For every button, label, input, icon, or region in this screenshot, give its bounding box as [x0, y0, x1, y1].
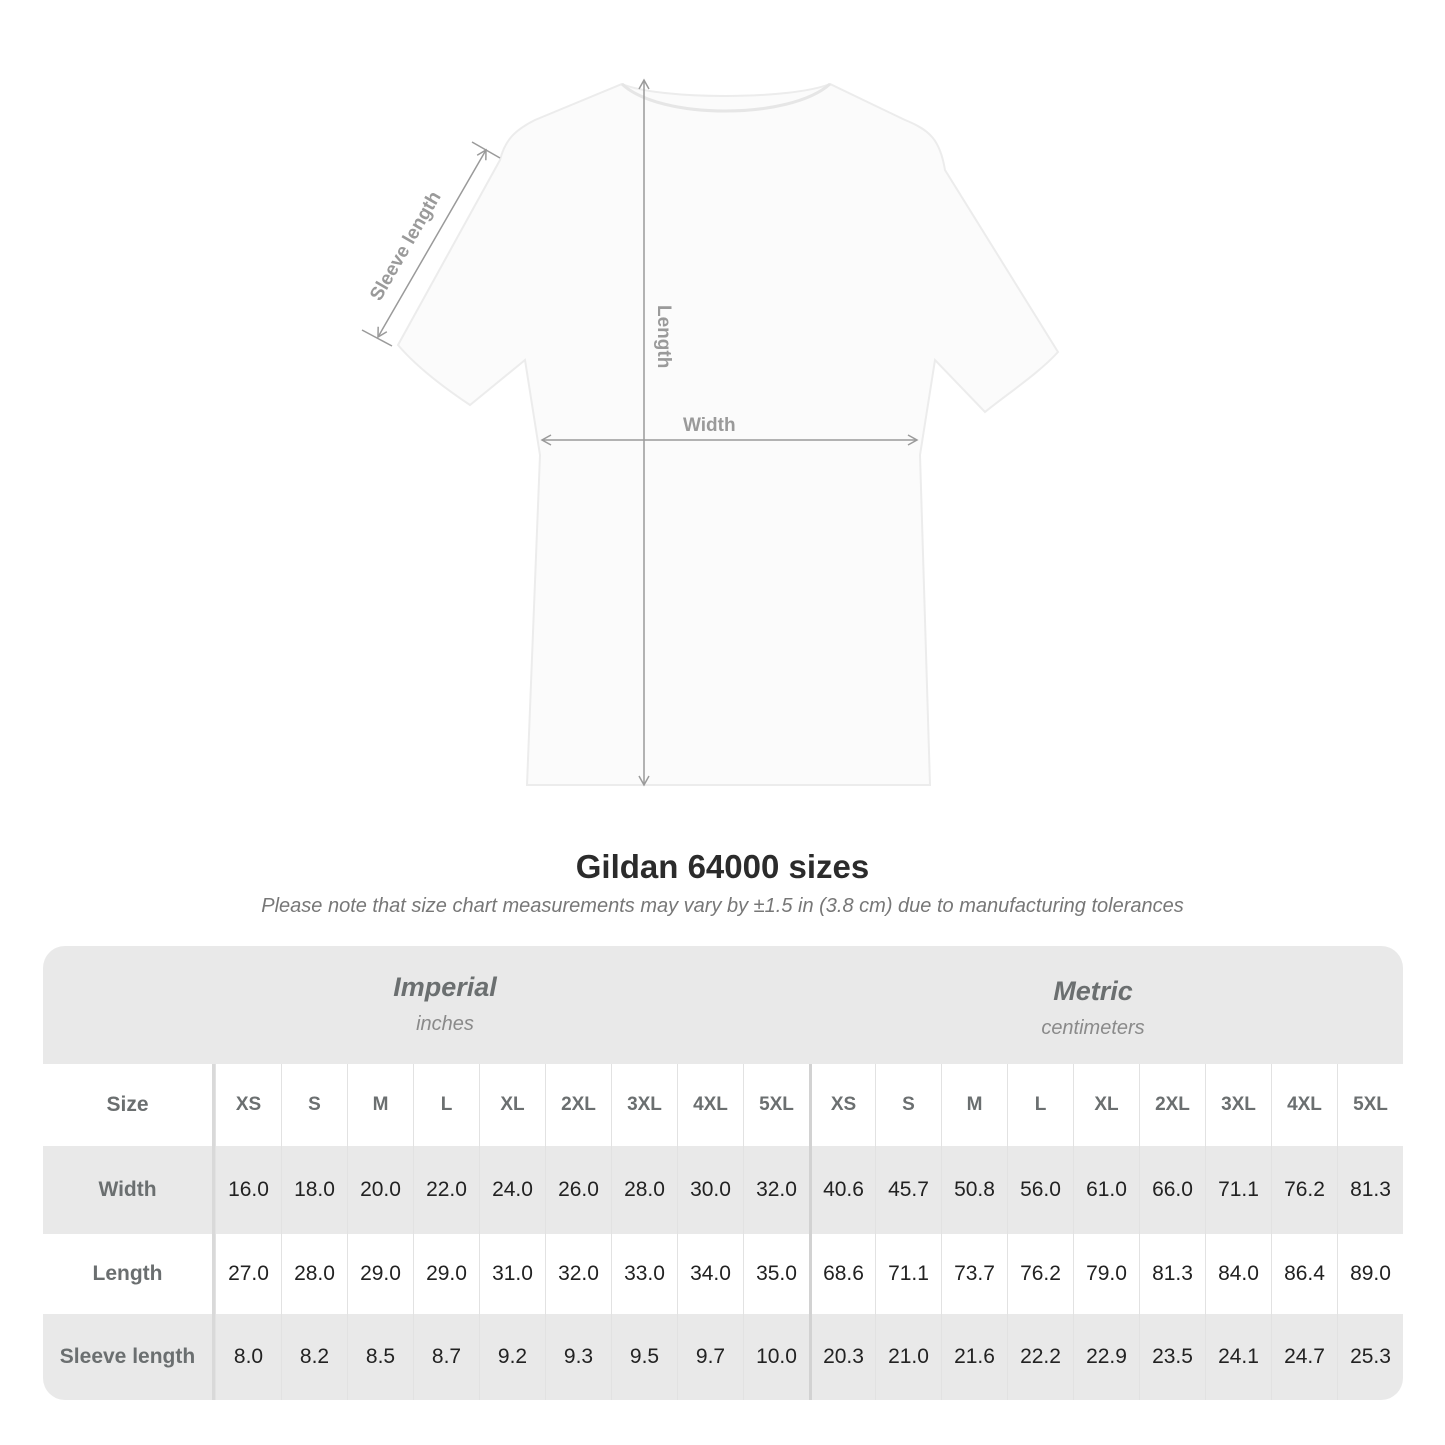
size-header-cell: M [347, 1064, 413, 1146]
sleeve-arrow [377, 148, 487, 339]
table-cell: 24.0 [479, 1146, 545, 1234]
table-cell: 32.0 [545, 1234, 611, 1314]
tolerance-note: Please note that size chart measurements… [261, 895, 1184, 917]
table-cell: 26.0 [545, 1146, 611, 1234]
table-cell: 76.2 [1271, 1146, 1337, 1234]
metric-header: Metric centimeters [1041, 976, 1145, 1039]
table-row: Length 27.0 28.0 29.0 29.0 31.0 32.0 33.0 34.0 35… [43, 1234, 1403, 1314]
size-header-cell: L [413, 1064, 479, 1146]
table-cell: 8.5 [347, 1314, 413, 1400]
table-cell: 20.3 [809, 1314, 875, 1400]
table-cell: 45.7 [875, 1146, 941, 1234]
table-cell: 9.5 [611, 1314, 677, 1400]
table-cell: 28.0 [281, 1234, 347, 1314]
table-row: Sleeve length 8.0 8.2 8.5 8.7 9.2 9.3 9.5 9.7 10.… [43, 1314, 1403, 1400]
table-cell: 8.0 [215, 1314, 281, 1400]
size-table: Imperial inches Metric centimeters Size … [43, 946, 1403, 1400]
table-cell: 35.0 [743, 1234, 809, 1314]
table-cell: 16.0 [215, 1146, 281, 1234]
page-title: Gildan 64000 sizes [575, 848, 870, 885]
table-cell: 76.2 [1007, 1234, 1073, 1314]
table-cell: 18.0 [281, 1146, 347, 1234]
table-cell: 8.2 [281, 1314, 347, 1400]
table-cell: 9.2 [479, 1314, 545, 1400]
table-row: Width 16.0 18.0 20.0 22.0 24.0 26.0 28.0 30.0 32.… [43, 1146, 1403, 1234]
row-label: Sleeve length [43, 1314, 215, 1400]
size-header-cell: 4XL [1271, 1064, 1337, 1146]
size-header-cell: XS [215, 1064, 281, 1146]
size-header-cell: XL [1073, 1064, 1139, 1146]
size-header-cell: 5XL [1337, 1064, 1403, 1146]
table-cell: 73.7 [941, 1234, 1007, 1314]
table-cell: 10.0 [743, 1314, 809, 1400]
table-cell: 71.1 [875, 1234, 941, 1314]
size-header-cell: XL [479, 1064, 545, 1146]
table-cell: 29.0 [347, 1234, 413, 1314]
size-header-cell: 3XL [1205, 1064, 1271, 1146]
table-cell: 23.5 [1139, 1314, 1205, 1400]
table-cell: 31.0 [479, 1234, 545, 1314]
size-row: Size XS S M L XL 2XL 3XL 4XL 5XL XS S M L XL 2XL 3XL 4XL… [43, 1064, 1403, 1146]
table-cell: 24.1 [1205, 1314, 1271, 1400]
size-header-cell: 5XL [743, 1064, 809, 1146]
table-cell: 71.1 [1205, 1146, 1271, 1234]
row-label: Size [43, 1064, 215, 1146]
size-header-cell: S [875, 1064, 941, 1146]
table-cell: 9.7 [677, 1314, 743, 1400]
table-cell: 25.3 [1337, 1314, 1403, 1400]
row-label: Length [43, 1234, 215, 1314]
table-cell: 61.0 [1073, 1146, 1139, 1234]
table-cell: 68.6 [809, 1234, 875, 1314]
row-label: Width [43, 1146, 215, 1234]
table-cell: 20.0 [347, 1146, 413, 1234]
table-cell: 84.0 [1205, 1234, 1271, 1314]
table-cell: 79.0 [1073, 1234, 1139, 1314]
tshirt-diagram: Width Length Sleeve length [361, 78, 1060, 787]
table-cell: 89.0 [1337, 1234, 1403, 1314]
length-label: Length [653, 305, 674, 368]
table-cell: 8.7 [413, 1314, 479, 1400]
table-cell: 66.0 [1139, 1146, 1205, 1234]
width-label: Width [683, 415, 736, 436]
imperial-header: Imperial inches [393, 972, 497, 1035]
size-header-cell: 4XL [677, 1064, 743, 1146]
table-cell: 86.4 [1271, 1234, 1337, 1314]
table-cell: 28.0 [611, 1146, 677, 1234]
table-cell: 22.2 [1007, 1314, 1073, 1400]
table-cell: 22.9 [1073, 1314, 1139, 1400]
table-cell: 81.3 [1337, 1146, 1403, 1234]
table-cell: 30.0 [677, 1146, 743, 1234]
size-header-cell: M [941, 1064, 1007, 1146]
size-header-cell: 2XL [1139, 1064, 1205, 1146]
size-header-cell: 2XL [545, 1064, 611, 1146]
table-cell: 27.0 [215, 1234, 281, 1314]
size-header-cell: S [281, 1064, 347, 1146]
table-cell: 81.3 [1139, 1234, 1205, 1314]
table-cell: 56.0 [1007, 1146, 1073, 1234]
table-cell: 34.0 [677, 1234, 743, 1314]
table-cell: 21.6 [941, 1314, 1007, 1400]
table-cell: 24.7 [1271, 1314, 1337, 1400]
table-cell: 32.0 [743, 1146, 809, 1234]
size-header-cell: 3XL [611, 1064, 677, 1146]
table-cell: 40.6 [809, 1146, 875, 1234]
table-cell: 9.3 [545, 1314, 611, 1400]
table-cell: 21.0 [875, 1314, 941, 1400]
table-cell: 29.0 [413, 1234, 479, 1314]
table-cell: 22.0 [413, 1146, 479, 1234]
size-header-cell: XS [809, 1064, 875, 1146]
table-cell: 50.8 [941, 1146, 1007, 1234]
size-header-cell: L [1007, 1064, 1073, 1146]
table-cell: 33.0 [611, 1234, 677, 1314]
